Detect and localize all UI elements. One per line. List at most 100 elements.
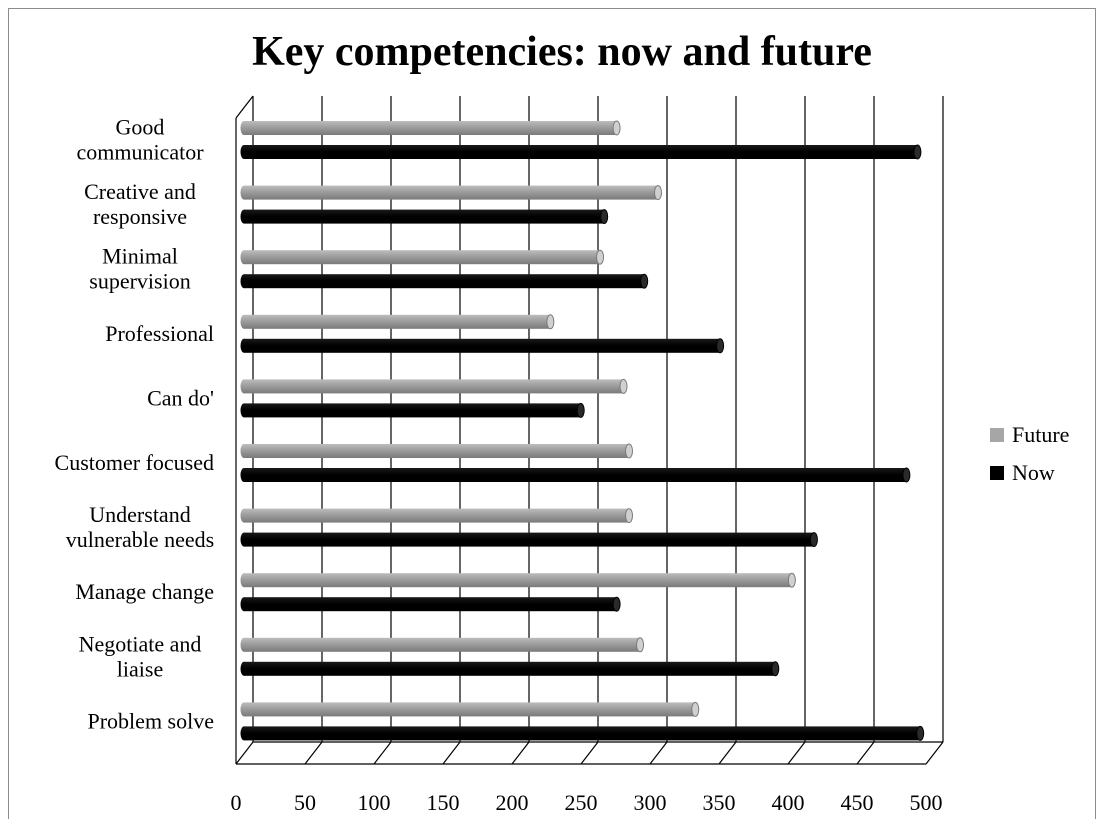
category-label: Professional [105,321,214,346]
bar-future-cap-end [787,572,796,588]
bar-future [240,249,605,265]
floor-gridline [718,741,737,765]
category-label-line: Understand [89,502,190,527]
bar-now-body [244,726,921,741]
bar-now-body [244,403,581,418]
bar-now [240,209,609,225]
bar-future [240,314,555,330]
bar-now-cap-end [916,725,925,741]
bar-now-body [244,661,776,676]
bar-future [240,508,634,524]
x-tick-label: 150 [427,790,460,815]
bar-now-cap-start [240,145,248,159]
category-label-line: Good [116,115,165,140]
category-label-line: Problem solve [88,708,215,733]
bar-future-cap-start [240,314,248,329]
bar-now-cap-end [902,467,911,483]
floor-gridline [580,741,599,765]
floor-gridline [787,741,806,765]
category-label-line: liaise [117,656,163,681]
bar-now-cap-start [240,468,248,482]
bar-future-cap-end [619,378,628,394]
bar-future [240,701,700,717]
floor-gridline [304,741,323,765]
floor-gridline [511,741,530,765]
x-tick-labels: 0 50 100 150 200 250 300 350 400 450 500 [231,790,943,815]
bar-future-body [244,508,630,523]
legend-swatch-future [990,428,1004,442]
bar-future [240,572,796,588]
bar-future-body [244,444,630,458]
bar-future-cap-start [240,702,248,717]
category-label: Good communicator [76,115,204,165]
bar-future-cap-start [240,121,248,135]
bar-future-cap-end [612,120,621,136]
bar-now-cap-end [576,402,585,418]
bar-now-cap-end [600,209,609,225]
x-tick-label: 350 [703,790,736,815]
bar-now [240,144,922,160]
bar-future [240,378,628,394]
bar-now-cap-start [240,209,248,224]
bar-future-body [244,637,641,652]
bar-now-cap-end [640,273,649,289]
category-label-line: Negotiate and [79,631,202,656]
bar-future-cap-end [546,314,555,330]
bar-now [240,467,911,483]
bar-now [240,532,818,548]
bar-now-cap-start [240,661,248,676]
bar-now-body [244,145,918,159]
bar-now-cap-start [240,597,248,612]
bar-now-cap-end [913,144,922,160]
x-tick-label: 400 [772,790,805,815]
x-tick-label: 50 [294,790,316,815]
x-tick-label: 500 [910,790,943,815]
category-label: Negotiate and liaise [79,631,202,681]
category-label: Manage change [75,579,214,604]
grid-layer [235,95,944,765]
bar-future-cap-start [240,185,248,200]
x-tick-label: 100 [358,790,391,815]
bar-now-cap-start [240,274,248,289]
bar-future-body [244,185,658,200]
bar-now [240,661,780,677]
bar-future-cap-end [636,637,645,653]
category-label-line: Customer focused [55,450,214,475]
bar-now-body [244,338,721,353]
floor-gridline [649,741,668,765]
legend-label-now: Now [1012,460,1055,485]
category-label-line: Minimal [102,244,178,269]
bar-future-cap-start [240,444,248,458]
x-tick-label: 300 [634,790,667,815]
category-label: Creative and responsive [84,179,196,229]
bar-future-body [244,121,617,135]
bar-future-cap-end [654,185,662,201]
chart-title: Key competencies: now and future [252,29,872,75]
bar-future-cap-start [240,250,248,265]
bar-future [240,185,662,201]
bar-future [240,120,621,136]
bar-now [240,402,585,418]
category-label-line: Professional [105,321,214,346]
bar-future-cap-start [240,637,248,652]
bar-now [240,725,925,741]
bar-future-body [244,573,792,588]
category-label: Problem solve [88,708,215,733]
bar-now-cap-end [716,338,725,354]
category-label-line: responsive [93,204,187,229]
category-label: Customer focused [55,450,214,475]
category-label-line: communicator [76,140,204,165]
bar-now [240,596,621,612]
bar-now-cap-start [240,338,248,353]
bar-now-body [244,274,645,289]
side-wall-top [235,95,254,119]
x-tick-label: 0 [231,790,242,815]
bar-future-cap-start [240,573,248,588]
bar-future-body [244,702,696,717]
category-label-line: Manage change [75,579,214,604]
legend-swatch-now [990,466,1004,480]
bar-now-body [244,209,605,224]
bar-future-body [244,250,601,265]
bar-layer [240,120,925,741]
